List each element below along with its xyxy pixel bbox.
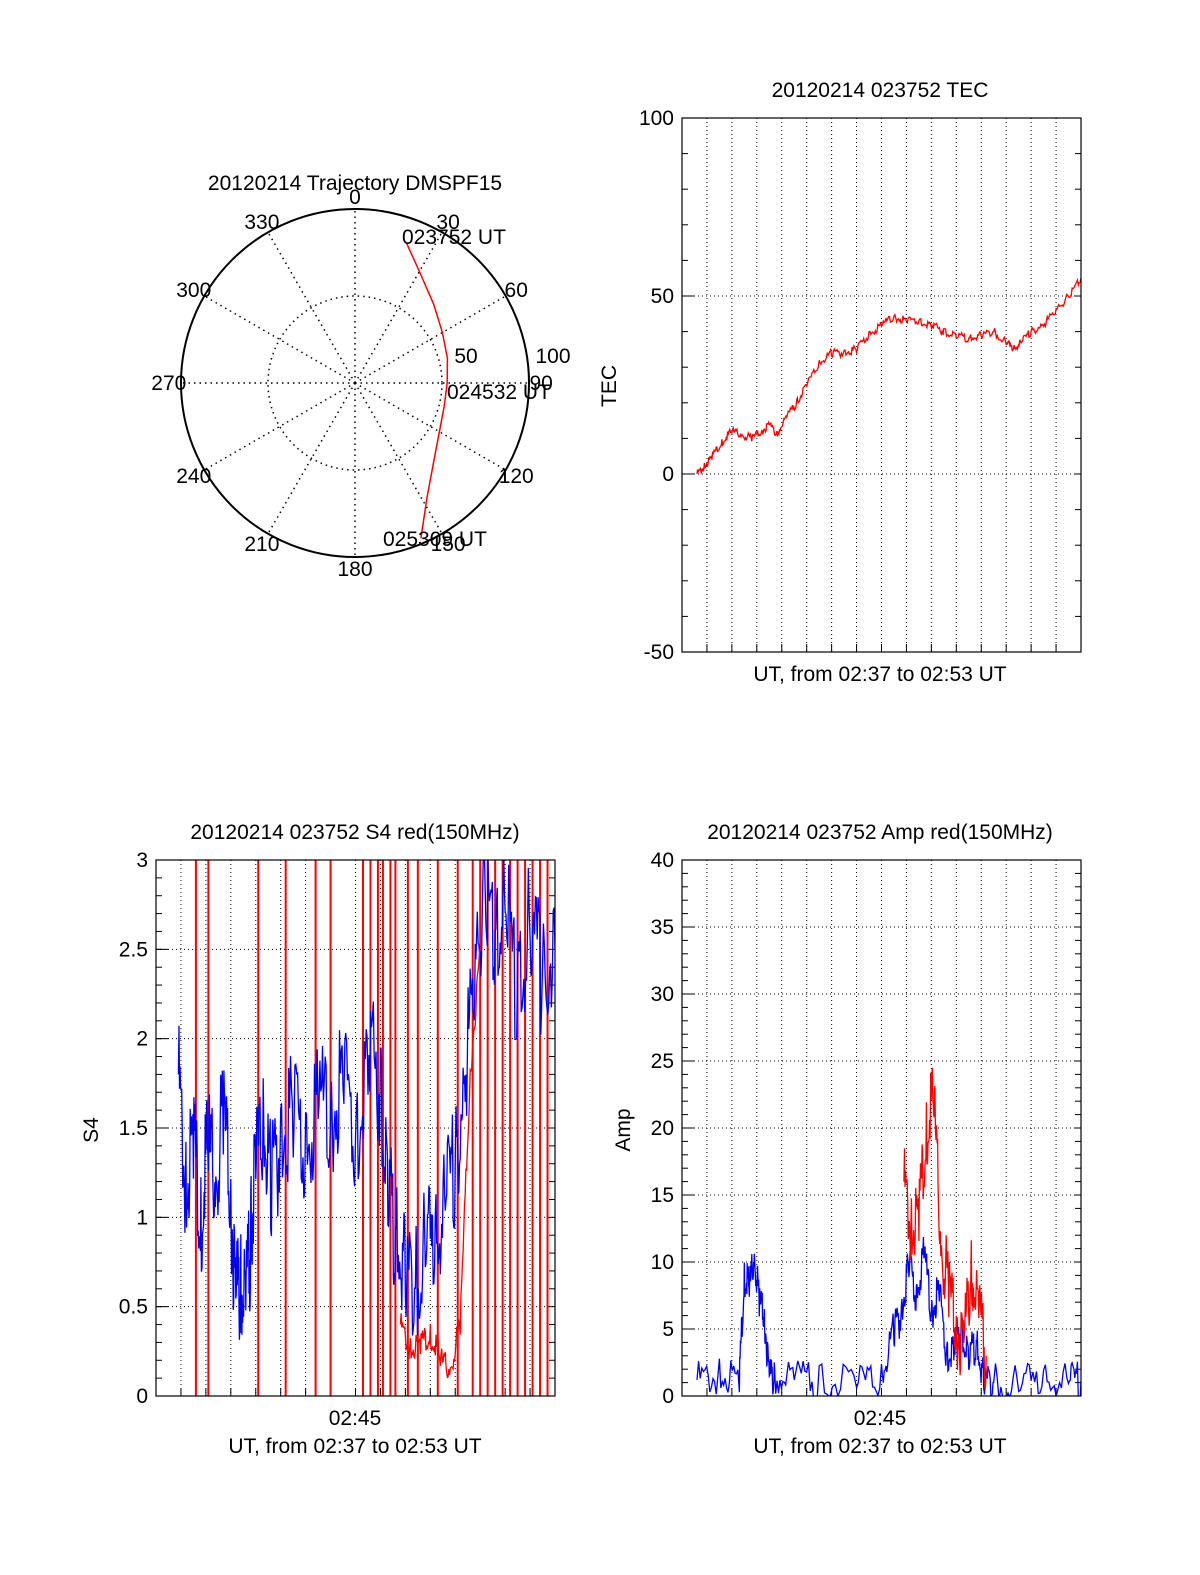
polar-spoke <box>354 382 443 535</box>
amp-plot-frame <box>681 859 1082 1397</box>
s4-data-layer <box>177 860 555 1396</box>
amp-ytick-label: 30 <box>651 983 674 1006</box>
polar-radial-tick-label: 50 <box>454 345 477 368</box>
amp-ytick-label: 25 <box>651 1050 674 1073</box>
polar-spoke <box>354 382 507 471</box>
polar-azimuth-tick-label: 150 <box>431 533 466 556</box>
s4-ytick-label: 2 <box>136 1028 148 1051</box>
amp-data-layer <box>696 1067 1081 1396</box>
polar-chart-title: 20120214 Trajectory DMSPF15 <box>208 172 502 195</box>
polar-azimuth-tick-label: 210 <box>244 533 279 556</box>
s4-ytick-label: 1.5 <box>119 1117 148 1140</box>
s4-series-line <box>399 948 481 1379</box>
tec-ytick-label: -50 <box>644 641 674 664</box>
tec-data-layer <box>696 277 1081 476</box>
polar-grid <box>180 208 530 558</box>
tec-ytick-label: 0 <box>662 463 674 486</box>
s4-chart-title: 20120214 023752 S4 red(150MHz) <box>190 821 519 844</box>
amp-x-axis-label: UT, from 02:37 to 02:53 UT <box>753 1435 1006 1458</box>
tec-ytick-label: 100 <box>639 107 674 130</box>
s4-plot-frame <box>155 859 556 1397</box>
tec-y-axis-label: TEC <box>598 365 621 407</box>
polar-spoke <box>267 382 356 535</box>
polar-azimuth-tick-label: 90 <box>530 372 553 395</box>
polar-azimuth-tick-label: 0 <box>349 186 361 209</box>
polar-azimuth-tick-label: 180 <box>337 558 372 581</box>
polar-azimuth-tick-label: 300 <box>176 279 211 302</box>
tec-series-line <box>696 277 1081 476</box>
polar-radial-labels: 50 100 <box>454 345 570 368</box>
polar-azimuth-tick-label: 270 <box>151 372 186 395</box>
polar-spoke <box>354 231 443 384</box>
s4-ytick-label: 0.5 <box>119 1296 148 1319</box>
s4-series-line <box>177 860 555 1340</box>
amp-chart-title: 20120214 023752 Amp red(150MHz) <box>707 821 1053 844</box>
amp-ytick-label: 20 <box>651 1117 674 1140</box>
amp-ytick-label: 15 <box>651 1184 674 1207</box>
tec-x-axis-label: UT, from 02:37 to 02:53 UT <box>753 663 1006 686</box>
s4-x-axis-label: UT, from 02:37 to 02:53 UT <box>228 1435 481 1458</box>
amp-ytick-label: 5 <box>662 1318 674 1341</box>
s4-ytick-label: 2.5 <box>119 938 148 961</box>
polar-azimuth-labels: 0 30 60 90 120 150 180 210 240 270 300 330 <box>151 186 553 581</box>
trajectory-start-label: 023752 UT <box>402 226 506 249</box>
amp-ytick-label: 40 <box>651 849 674 872</box>
s4-ytick-label: 1 <box>136 1206 148 1229</box>
polar-spoke <box>203 382 356 471</box>
polar-azimuth-tick-label: 30 <box>436 211 459 234</box>
polar-radial-tick-label: 100 <box>535 345 570 368</box>
tec-ytick-label: 50 <box>651 285 674 308</box>
s4-ytick-label: 0 <box>136 1385 148 1408</box>
s4-ytick-label: 3 <box>136 849 148 872</box>
amp-ytick-label: 10 <box>651 1251 674 1274</box>
tec-chart: 20120214 023752 TEC UT, from 02:37 to 02… <box>598 79 1082 686</box>
tec-plot-frame <box>681 117 1082 653</box>
trajectory-end-label: 025309 UT <box>383 528 487 551</box>
polar-azimuth-tick-label: 330 <box>244 211 279 234</box>
polar-azimuth-tick-label: 60 <box>505 279 528 302</box>
amp-ytick-label: 0 <box>662 1385 674 1408</box>
amp-ytick-label: 35 <box>651 916 674 939</box>
polar-trajectory-line <box>405 242 449 539</box>
tec-chart-title: 20120214 023752 TEC <box>772 79 989 102</box>
polar-spoke <box>354 295 507 384</box>
s4-x-tick-label: 02:45 <box>329 1407 382 1430</box>
s4-y-axis-label: S4 <box>80 1117 103 1143</box>
amp-series-line <box>903 1067 987 1389</box>
polar-azimuth-tick-label: 120 <box>499 465 534 488</box>
amp-y-axis-label: Amp <box>612 1108 635 1151</box>
amp-chart: 20120214 023752 Amp red(150MHz) 02:45 UT… <box>612 821 1082 1458</box>
amp-x-tick-label: 02:45 <box>854 1407 907 1430</box>
polar-trajectory-series <box>405 242 449 539</box>
polar-inner-circle <box>267 295 443 471</box>
polar-spoke <box>203 295 356 384</box>
trajectory-polar-chart: 20120214 Trajectory DMSPF15 0 30 60 90 120 15… <box>151 172 570 581</box>
amp-series-line <box>696 1236 1081 1396</box>
trajectory-mid-label: 024532 UT <box>447 381 551 404</box>
polar-outer-circle <box>180 208 530 558</box>
polar-spoke <box>267 231 356 384</box>
polar-azimuth-tick-label: 240 <box>176 465 211 488</box>
s4-chart: 20120214 023752 S4 red(150MHz) 02:45 UT,… <box>80 821 556 1458</box>
